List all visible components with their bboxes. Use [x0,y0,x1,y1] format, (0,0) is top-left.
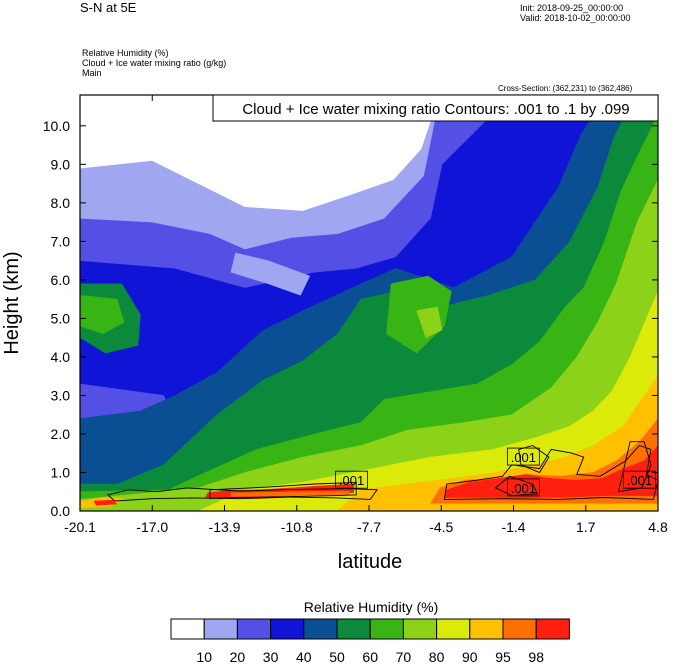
colorbar-label: 60 [362,649,378,665]
colorbar-swatch [336,618,371,640]
y-tick-label: 6.0 [51,272,71,288]
x-axis-ticks: -20.1 -17.0 -13.9 -10.8 -7.7 -4.5 -1.4 1.7 4.8 [64,95,668,535]
field-qcloud: Cloud + Ice water mixing ratio (g/kg) [82,58,227,68]
contour-label-1: .001 [506,447,540,466]
y-tick-label: 4.0 [51,349,71,365]
colorbar-swatch [436,618,471,640]
colorbar-swatch [236,618,272,640]
humidity-region-5 [80,95,434,211]
contour-label-box [335,470,368,489]
y-tick-label: 9.0 [51,156,71,172]
colorbar-swatch [170,618,205,640]
contour-label-3: .001 [623,470,656,489]
colorbar-label: 80 [429,649,445,665]
y-tick-label: 10.0 [43,118,70,134]
contour-label-box [623,470,656,489]
x-tick-label: -1.4 [501,519,525,535]
humidity-region-12 [80,179,658,511]
humidity-region-9 [80,295,125,335]
humidity-region-10 [80,114,658,511]
cloud-contour-0 [106,487,378,502]
colorbar-label: 90 [462,649,478,665]
y-tick-label: 8.0 [51,195,71,211]
y-tick-label: 5.0 [51,310,71,326]
contour-info-text: Cloud + Ice water mixing ratio Contours:… [242,101,629,118]
x-tick-label: -17.0 [136,519,168,535]
contour-info-box: Cloud + Ice water mixing ratio Contours:… [212,94,659,122]
field-list: Relative Humidity (%) Cloud + Ice water … [82,48,226,78]
y-axis-ticks: 0.0 1.0 2.0 3.0 4.0 5.0 6.0 7.0 8.0 9.0 10.0 [43,118,658,519]
cloud-contour-5 [518,445,550,474]
contour-label-box [506,447,540,466]
colorbar-swatch [402,618,438,640]
x-axis-label: latitude [338,551,403,573]
contour-label-2: .001 [506,478,540,497]
humidity-region-14 [198,291,658,511]
cross-section-label: Cross-Section: (362,231) to (362,486) [498,84,633,93]
x-tick-label: -7.7 [357,519,381,535]
contour-label-text: .001 [511,481,536,496]
y-tick-label: 2.0 [51,426,71,442]
contour-label-text: .001 [339,473,364,488]
contour-label-text: .001 [627,473,652,488]
colorbar-swatch [270,618,305,640]
field-main: Main [82,68,102,78]
x-tick-label: 4.8 [648,519,668,535]
colorbar-label: 98 [528,649,544,665]
humidity-region-19 [93,499,118,506]
y-tick-label: 1.0 [51,464,71,480]
contour-labels: .001 .001 .001 .001 [335,447,656,497]
colorbar-label: 50 [329,649,345,665]
field-rh: Relative Humidity (%) [82,48,169,58]
contour-info-frame [212,94,659,122]
x-tick-label: -20.1 [64,519,96,535]
y-tick-label: 0.0 [51,503,71,519]
x-tick-label: 1.7 [576,519,596,535]
y-axis-label: Height (km) [1,251,23,354]
contour-label-box [506,478,540,497]
contour-label-0: .001 [335,470,368,489]
colorbar-label: 30 [263,649,279,665]
colorbar-swatch [203,618,238,640]
colorbar-swatch [303,618,338,640]
y-tick-label: 7.0 [51,233,71,249]
contour-label-text: .001 [511,450,536,465]
plot-title: S-N at 5E [80,0,137,15]
init-time-label: Init: 2018-09-25_00:00:00 [520,3,624,13]
humidity-region-4 [230,252,311,296]
humidity-region-13 [416,306,443,339]
humidity-region-21 [230,490,350,497]
x-tick-label: -13.9 [209,519,241,535]
colorbar-swatch [469,618,504,640]
humidity-field [80,95,658,511]
cloud-contour-1 [209,482,357,499]
y-tick-label: 3.0 [51,387,71,403]
cloud-contour-2 [443,444,658,500]
colorbar-swatch [535,618,570,640]
colorbar-swatch [369,618,404,640]
colorbar-label: 40 [296,649,312,665]
colorbar-label: 95 [495,649,511,665]
humidity-region-17 [444,445,658,498]
x-tick-label: -10.8 [281,519,313,535]
cloud-water-contours [106,441,658,502]
colorbar-title: Relative Humidity (%) [304,599,439,615]
x-tick-label: -4.5 [429,519,453,535]
valid-time-label: Valid: 2018-10-02_00:00:00 [520,13,631,23]
colorbar-swatch [502,618,537,640]
colorbar: 10 20 30 40 50 60 70 80 90 95 98 [170,618,570,665]
cloud-contour-3 [494,475,538,497]
colorbar-label: 20 [230,649,246,665]
colorbar-label: 10 [196,649,212,665]
colorbar-label: 70 [396,649,412,665]
